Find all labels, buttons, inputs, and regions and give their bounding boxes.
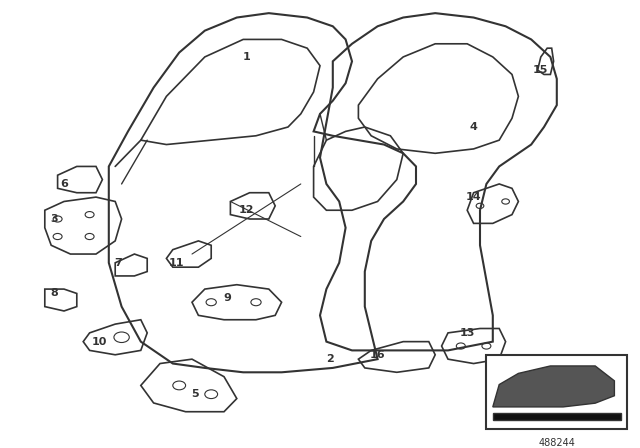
Polygon shape (493, 366, 614, 407)
Text: 6: 6 (60, 179, 68, 189)
Text: 11: 11 (168, 258, 184, 268)
Text: 9: 9 (223, 293, 231, 303)
Text: 10: 10 (92, 336, 107, 347)
Text: 14: 14 (466, 192, 481, 202)
Text: 12: 12 (239, 205, 254, 215)
Text: 1: 1 (243, 52, 250, 62)
Text: 488244: 488244 (538, 438, 575, 448)
Text: 13: 13 (460, 328, 475, 338)
Text: 15: 15 (533, 65, 548, 75)
Text: 4: 4 (470, 122, 477, 132)
FancyBboxPatch shape (486, 355, 627, 429)
Text: 2: 2 (326, 354, 333, 364)
Text: 7: 7 (115, 258, 122, 268)
Polygon shape (493, 413, 621, 420)
Text: 3: 3 (51, 214, 58, 224)
Text: 16: 16 (370, 350, 385, 360)
Text: 8: 8 (51, 289, 58, 298)
Text: 5: 5 (191, 389, 199, 399)
